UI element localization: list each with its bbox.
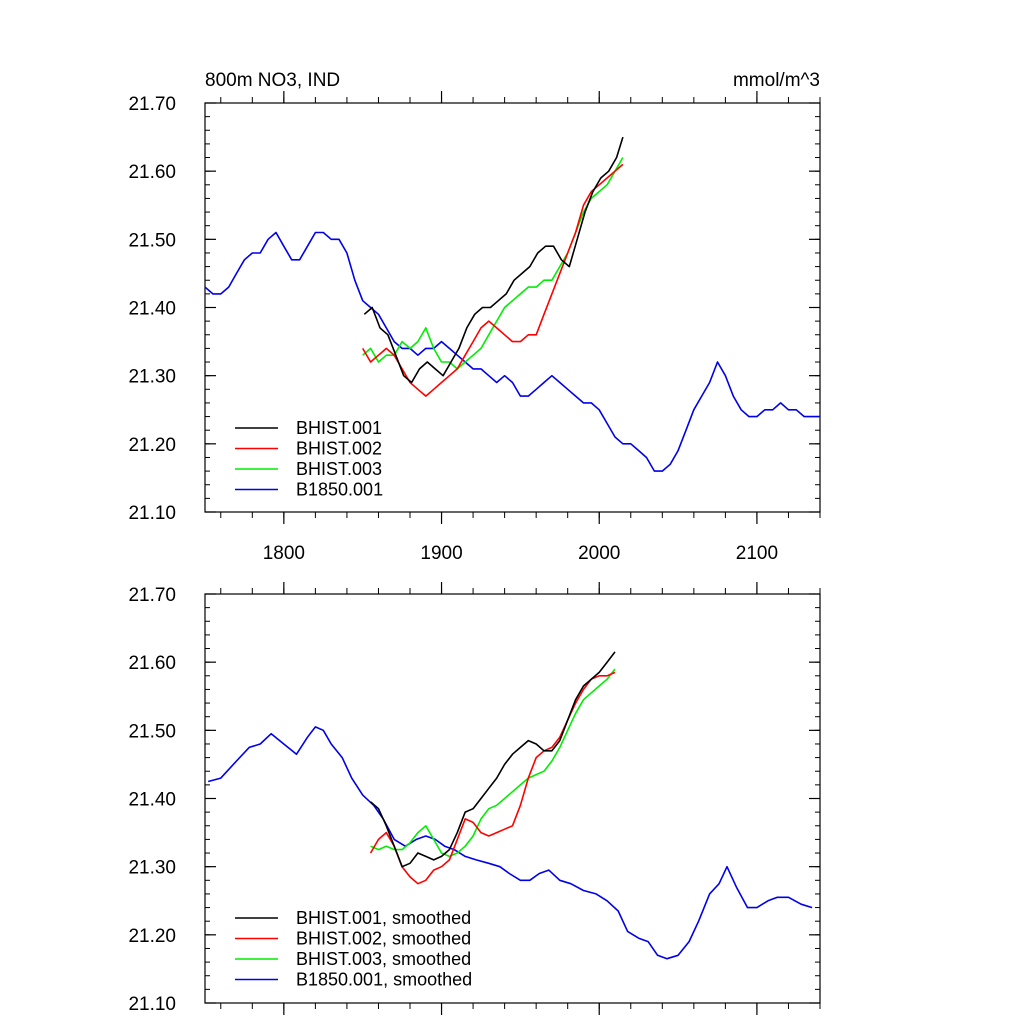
top-x-tick-label: 2100 — [736, 543, 778, 564]
bottom-legend-label-0: BHIST.001, smoothed — [296, 908, 471, 928]
bottom-legend-label-1: BHIST.002, smoothed — [296, 929, 471, 949]
bottom-series-group — [207, 651, 813, 960]
bottom-series-line-3 — [207, 726, 813, 960]
top-y-tick-label: 21.70 — [128, 94, 176, 115]
top-panel-units: mmol/m^3 — [733, 70, 820, 91]
top-panel: 800m NO3, IND mmol/m^3 21.10 21.20 21.30 21… — [128, 70, 821, 564]
top-panel-title: 800m NO3, IND — [205, 70, 340, 91]
top-x-tick-label: 2000 — [578, 543, 620, 564]
top-x-tick-label: 1800 — [263, 543, 305, 564]
top-legend-label-0: BHIST.001 — [296, 418, 382, 438]
top-series-line-1 — [362, 163, 624, 397]
bottom-series-line-1 — [369, 671, 616, 885]
bottom-series-line-0 — [370, 651, 616, 868]
bottom-series-line-2 — [370, 668, 616, 858]
bottom-y-tick-label: 21.60 — [128, 653, 176, 674]
top-series-group — [205, 136, 820, 472]
bottom-legend-label-3: B1850.001, smoothed — [296, 970, 472, 990]
top-y-tick-label: 21.30 — [128, 367, 176, 388]
top-legend-label-2: BHIST.003 — [296, 459, 382, 479]
top-y-tick-label: 21.20 — [128, 435, 176, 456]
top-y-tick-label: 21.50 — [128, 230, 176, 251]
top-legend-label-3: B1850.001 — [296, 480, 383, 500]
top-x-tick-label: 1900 — [420, 543, 462, 564]
top-series-line-0 — [363, 136, 624, 384]
top-y-tick-label: 21.10 — [128, 503, 176, 524]
bottom-y-tick-label: 21.30 — [128, 858, 176, 879]
bottom-panel: 21.10 21.20 21.30 21.40 21.50 21.60 21.70 BHIST… — [128, 582, 821, 1015]
bottom-y-tick-label: 21.10 — [128, 994, 176, 1015]
top-legend-label-1: BHIST.002 — [296, 439, 382, 459]
top-y-tick-label: 21.40 — [128, 299, 176, 320]
bottom-y-tick-label: 21.40 — [128, 790, 176, 811]
top-series-line-3 — [205, 231, 820, 472]
top-series-line-2 — [362, 157, 624, 370]
bottom-legend-label-2: BHIST.003, smoothed — [296, 949, 471, 969]
bottom-y-tick-label: 21.50 — [128, 721, 176, 742]
bottom-y-tick-label: 21.70 — [128, 585, 176, 606]
top-y-tick-label: 21.60 — [128, 162, 176, 183]
bottom-y-tick-label: 21.20 — [128, 926, 176, 947]
